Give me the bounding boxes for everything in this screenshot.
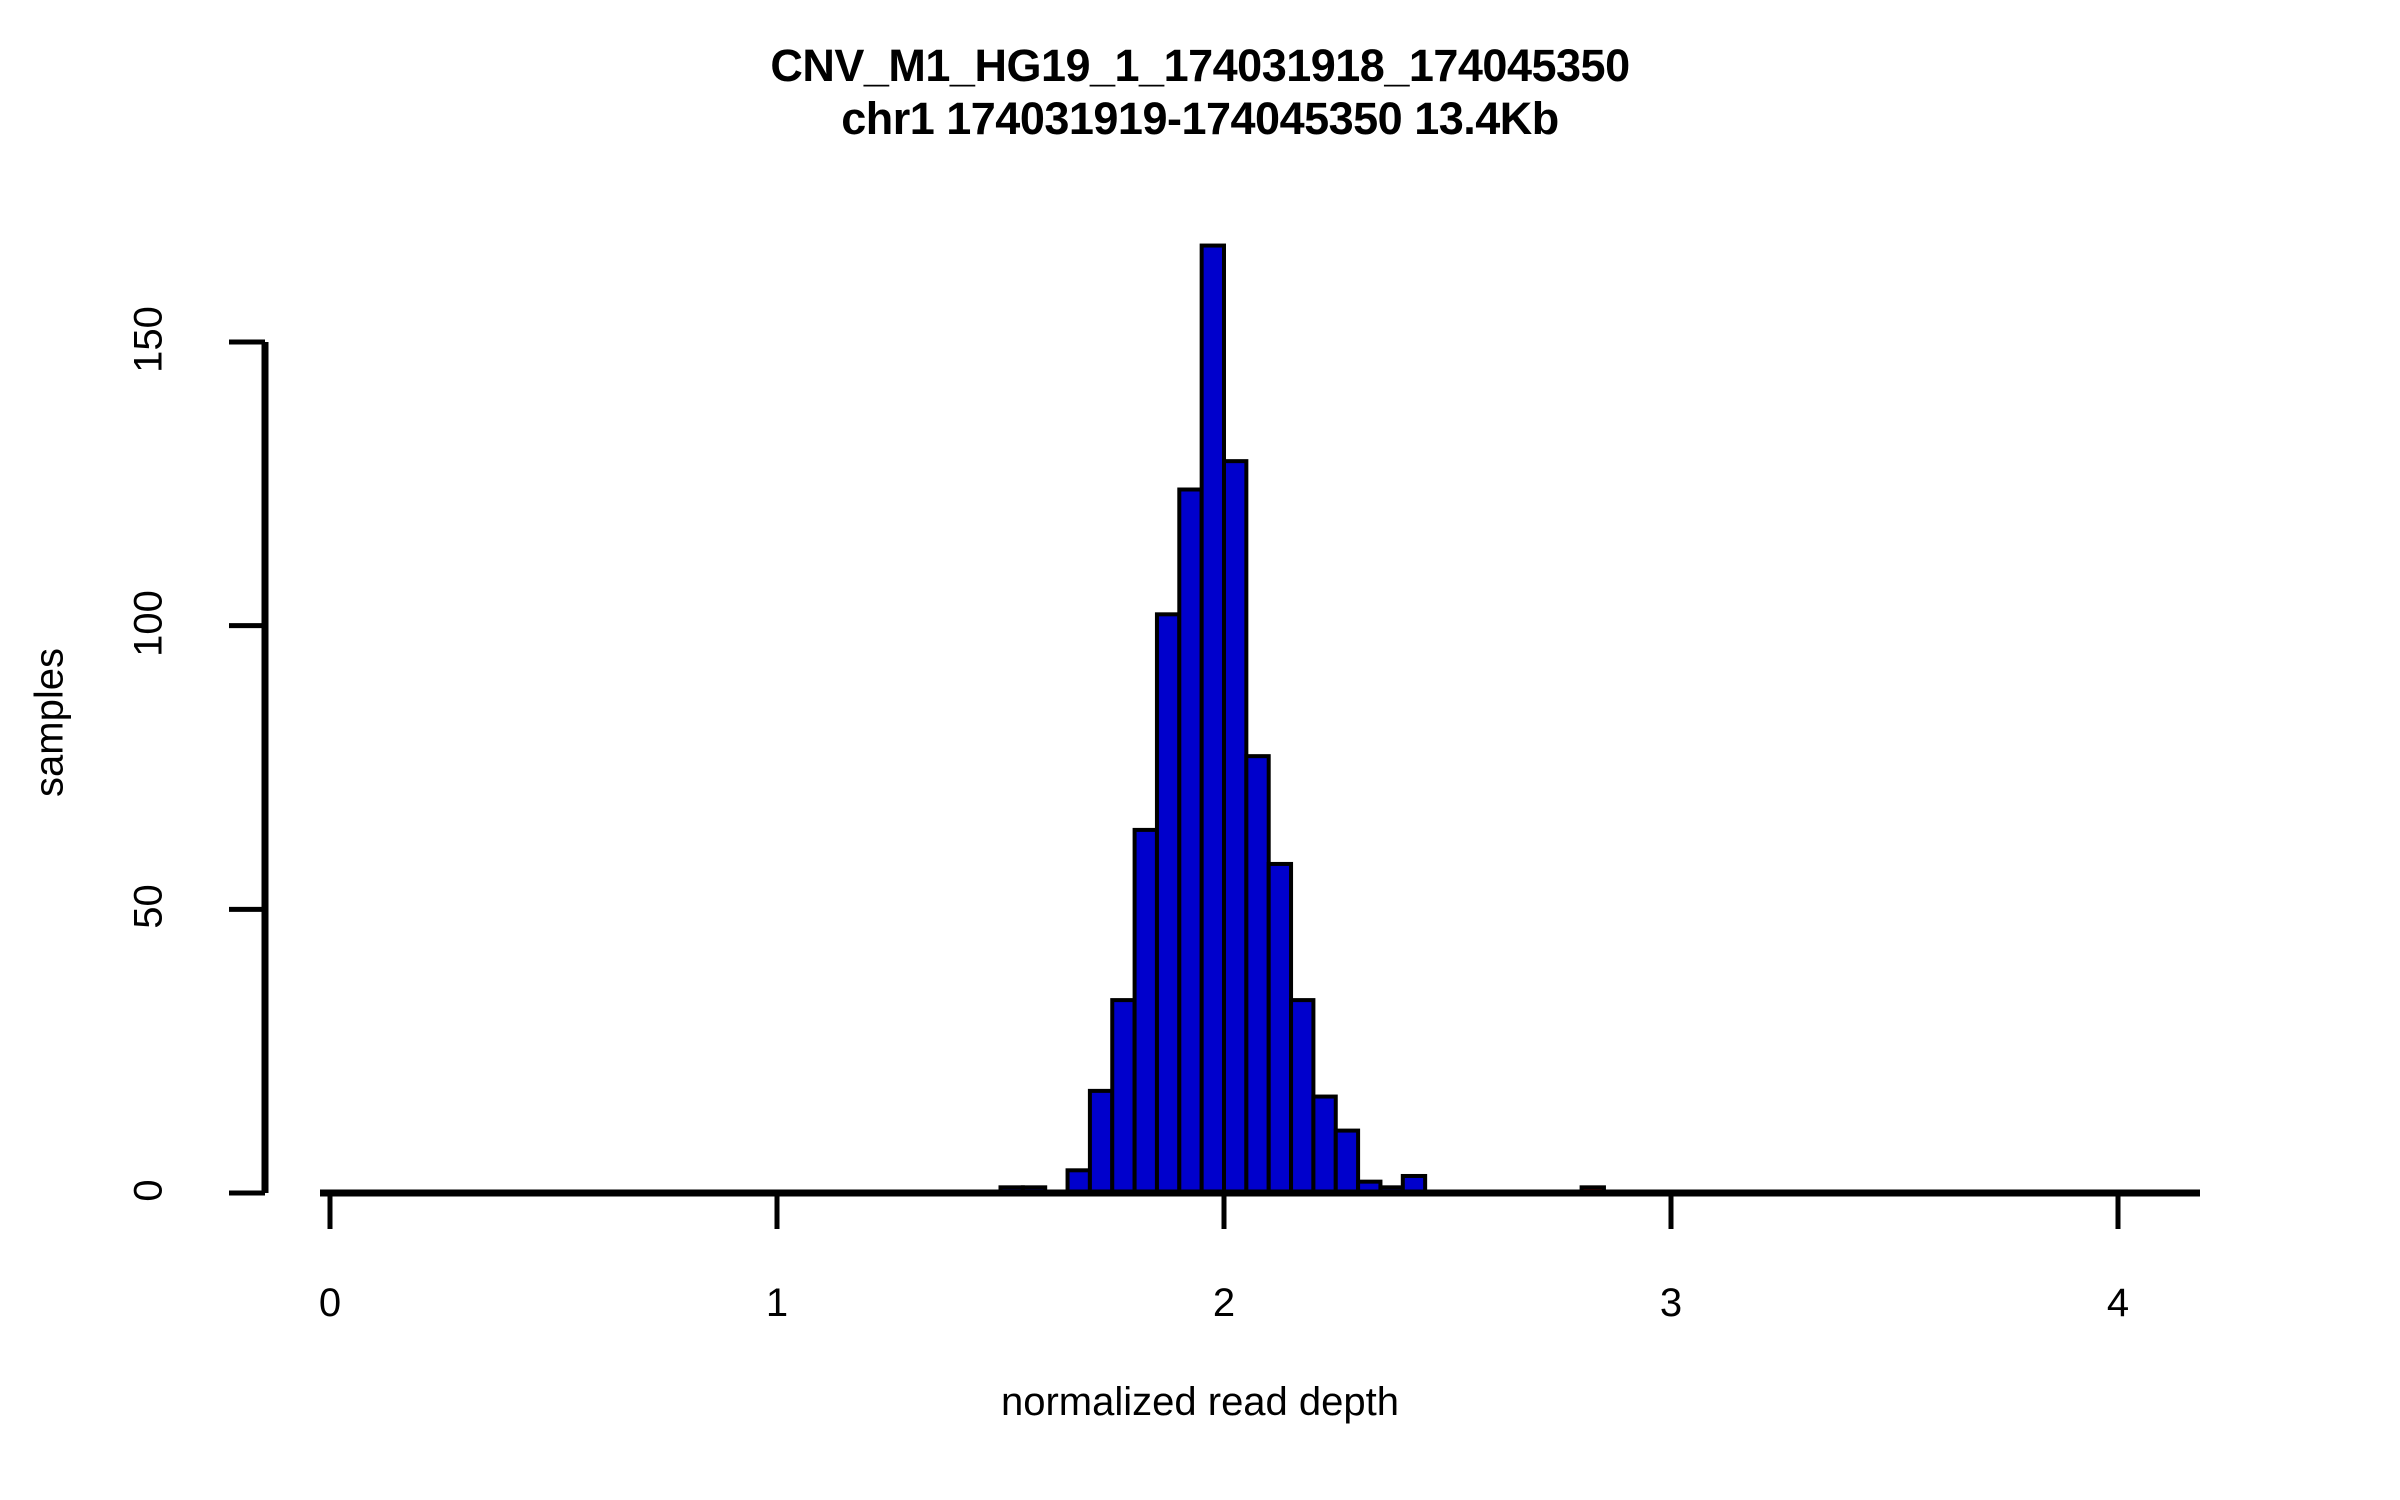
- y-axis-tick-label: 50: [126, 884, 171, 930]
- x-axis-tick-label: 2: [1212, 1281, 1236, 1325]
- histogram-bar: [1222, 459, 1249, 1195]
- histogram-bar: [1177, 487, 1204, 1195]
- histogram-bar: [1199, 243, 1227, 1195]
- x-axis-tick-label: 1: [765, 1281, 789, 1325]
- x-axis-tick-label: 0: [318, 1281, 342, 1325]
- histogram-bar: [1154, 612, 1182, 1195]
- histogram-bar: [1333, 1128, 1361, 1196]
- x-axis-tick-label: 3: [1659, 1281, 1683, 1325]
- histogram-bar: [1132, 827, 1159, 1195]
- y-axis-tick-label: 150: [126, 306, 171, 373]
- y-axis-tick-label: 100: [126, 589, 171, 657]
- y-axis-label: samples: [27, 648, 72, 797]
- histogram-bars: [998, 243, 1606, 1196]
- x-axis-label: normalized read depth: [1000, 1380, 1400, 1424]
- chart-title: CNV_M1_HG19_1_174031918_174045350 chr1 1…: [0, 40, 2400, 145]
- histogram-bar: [1244, 754, 1271, 1195]
- chart-title-line-2: chr1 174031919-174045350 13.4Kb: [841, 92, 1559, 144]
- histogram-bar: [1087, 1088, 1115, 1196]
- histogram-bar: [1110, 998, 1137, 1196]
- histogram-bar: [1266, 861, 1294, 1195]
- histogram-bar: [1289, 998, 1316, 1196]
- x-axis-tick-label: 4: [2106, 1281, 2130, 1325]
- histogram-bar: [1311, 1094, 1338, 1196]
- axes: [229, 339, 2200, 1229]
- y-axis-tick-label: 0: [126, 1179, 171, 1202]
- chart-title-line-1: CNV_M1_HG19_1_174031918_174045350: [770, 40, 1630, 91]
